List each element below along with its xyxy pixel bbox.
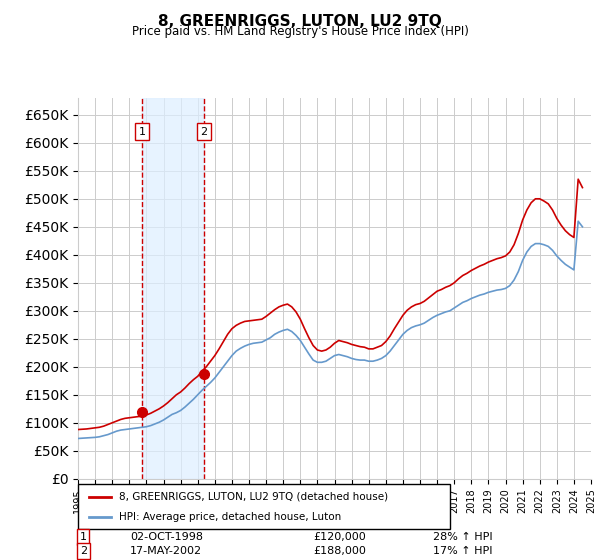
- Text: 17-MAY-2002: 17-MAY-2002: [130, 546, 202, 556]
- Text: 17% ↑ HPI: 17% ↑ HPI: [433, 546, 493, 556]
- Text: £188,000: £188,000: [313, 546, 366, 556]
- Text: 2: 2: [200, 127, 208, 137]
- Text: 2: 2: [80, 546, 87, 556]
- Text: 1: 1: [80, 532, 87, 542]
- Text: £120,000: £120,000: [313, 532, 365, 542]
- Text: 1: 1: [139, 127, 146, 137]
- Text: 28% ↑ HPI: 28% ↑ HPI: [433, 532, 493, 542]
- Text: 8, GREENRIGGS, LUTON, LU2 9TQ (detached house): 8, GREENRIGGS, LUTON, LU2 9TQ (detached …: [119, 492, 388, 502]
- Text: 02-OCT-1998: 02-OCT-1998: [130, 532, 203, 542]
- Text: Price paid vs. HM Land Registry's House Price Index (HPI): Price paid vs. HM Land Registry's House …: [131, 25, 469, 38]
- Text: HPI: Average price, detached house, Luton: HPI: Average price, detached house, Luto…: [119, 512, 341, 522]
- Bar: [142, 98, 204, 479]
- Text: 8, GREENRIGGS, LUTON, LU2 9TQ: 8, GREENRIGGS, LUTON, LU2 9TQ: [158, 14, 442, 29]
- FancyBboxPatch shape: [78, 484, 450, 529]
